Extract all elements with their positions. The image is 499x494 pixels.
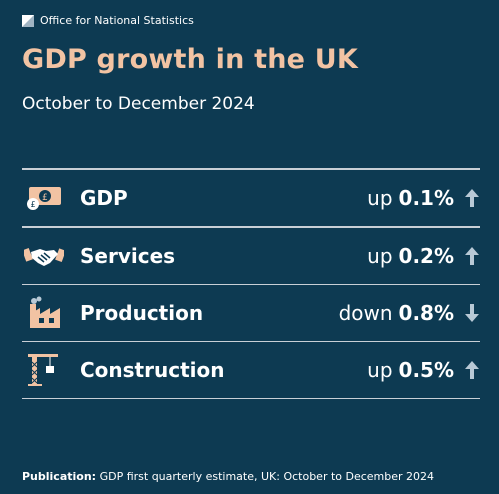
handshake-icon bbox=[24, 239, 64, 273]
row-percent: 0.5% bbox=[398, 358, 454, 382]
row-label: Production bbox=[80, 301, 204, 325]
table-row-construction: Construction up 0.5% bbox=[22, 342, 480, 399]
row-direction: up bbox=[367, 358, 393, 382]
arrow-up-icon bbox=[465, 247, 479, 265]
footer-text: GDP first quarterly estimate, UK: Octobe… bbox=[99, 470, 435, 483]
svg-text:£: £ bbox=[42, 193, 48, 203]
row-direction: up bbox=[367, 244, 393, 268]
page-title: GDP growth in the UK bbox=[22, 44, 358, 75]
row-label: Services bbox=[80, 244, 176, 268]
svg-text:£: £ bbox=[30, 200, 35, 209]
brand: Office for National Statistics bbox=[22, 14, 194, 27]
row-value: down 0.8% bbox=[339, 301, 480, 325]
row-label: Construction bbox=[80, 358, 225, 382]
crane-icon bbox=[24, 353, 64, 387]
table-row-production: Production down 0.8% bbox=[22, 285, 480, 342]
row-direction: up bbox=[367, 186, 393, 210]
row-label: GDP bbox=[80, 186, 128, 210]
arrow-down-icon bbox=[465, 304, 479, 322]
row-value: up 0.1% bbox=[367, 186, 480, 210]
footer-label: Publication: bbox=[22, 470, 97, 483]
row-value: up 0.2% bbox=[367, 244, 480, 268]
row-percent: 0.2% bbox=[398, 244, 454, 268]
banknote-icon: £ £ bbox=[24, 181, 64, 215]
row-percent: 0.8% bbox=[398, 301, 454, 325]
footer: Publication: GDP first quarterly estimat… bbox=[22, 470, 434, 483]
page-subtitle: October to December 2024 bbox=[22, 94, 255, 114]
arrow-up-icon bbox=[465, 361, 479, 379]
factory-icon bbox=[24, 296, 64, 330]
arrow-up-icon bbox=[465, 189, 479, 207]
row-direction: down bbox=[338, 301, 393, 325]
brand-name: Office for National Statistics bbox=[40, 14, 194, 27]
growth-table: £ £ GDP up 0.1% Services up 0.2 bbox=[22, 168, 480, 399]
row-value: up 0.5% bbox=[367, 358, 480, 382]
table-row-services: Services up 0.2% bbox=[22, 228, 480, 285]
row-percent: 0.1% bbox=[398, 186, 454, 210]
table-row-gdp: £ £ GDP up 0.1% bbox=[22, 170, 480, 228]
ons-logo-icon bbox=[22, 14, 34, 27]
